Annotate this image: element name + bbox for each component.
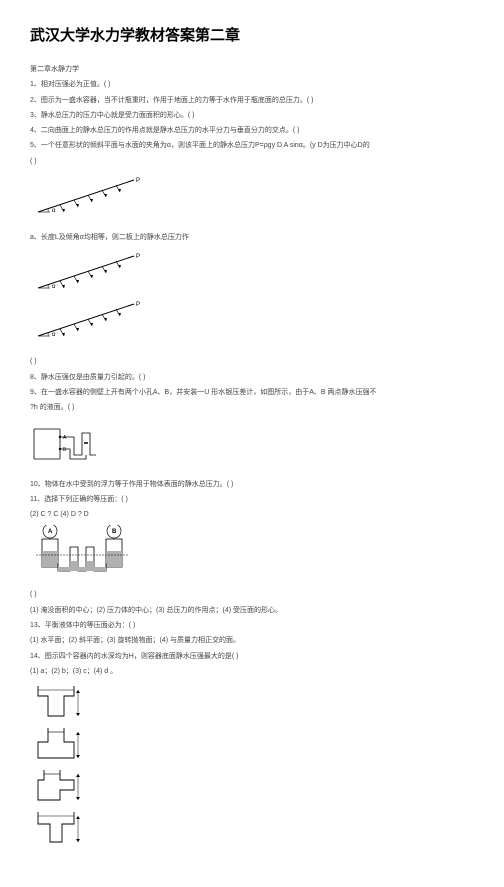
text-line: 5、一个任意形状的倾斜平面与水面的夹角为α，则该平面上的静水总压力P=ρgy D… [30,139,474,152]
text-line: 8、静水压强仅是由质量力引起的。( ) [30,371,474,384]
figure-u-tube: A B [30,419,474,472]
svg-text:α: α [52,332,56,338]
text-line: a、长度L及倾角α均相等，则二板上的静水总压力作 [30,231,474,244]
text-line: 9、在一盛水容器的侧壁上开有两个小孔A、B，并安装一U 形水银压差计，如图所示，… [30,386,474,399]
svg-text:A: A [48,529,53,535]
text-line: 14、图示四个容器内的水深均为H，则容器底面静水压强最大的是( ) [30,650,474,663]
text-line: 10、物体在水中受到的浮力等于作用于物体表面的静水总压力。( ) [30,478,474,491]
svg-text:B: B [63,447,67,453]
text-line: 1、相对压强必为正值。( ) [30,78,474,91]
figure-connected-vessels: A B [30,525,474,582]
svg-text:B: B [112,529,117,535]
figure-four-containers [30,682,474,857]
text-line: 11、选择下列正确的等压面：( ) [30,493,474,506]
text-line: ( ) [30,588,474,601]
text-line: 4、二向曲面上的静水总压力的作用点就是静水总压力的水平分力与垂直分力的交点。( … [30,124,474,137]
svg-text:P: P [136,178,140,184]
text-line: 第二章水静力学 [30,63,474,76]
text-line: ?h 的液面。( ) [30,401,474,414]
figure-inclined-plate-1: α P [30,172,474,225]
text-line: ( ) [30,155,474,168]
svg-text:P: P [136,254,140,260]
text-line: 2、图示为一盛水容器，当不计瓶重时，作用于地面上的力等于水作用于瓶底面的总压力。… [30,94,474,107]
svg-text:α: α [52,284,56,290]
svg-text:P: P [136,302,140,308]
svg-text:A: A [63,435,67,441]
page-title: 武汉大学水力学教材答案第二章 [30,24,474,45]
text-line: 13、平衡液体中的等压面必为：( ) [30,619,474,632]
text-line: (1) a；(2) b；(3) c；(4) d 。 [30,665,474,678]
text-line: (1) 水平面；(2) 斜平面；(3) 旋转抛物面；(4) 与质量力相正交的面。 [30,634,474,647]
text-line: (2) C ? C (4) D ? D [30,508,474,521]
text-line: ( ) [30,355,474,368]
figure-inclined-plate-2: α P α P [30,248,474,349]
text-line: (1) 淹没面积的中心；(2) 压力体的中心；(3) 总压力的作用点；(4) 受… [30,604,474,617]
text-line: 3、静水总压力的压力中心就是受力面面积的形心。( ) [30,109,474,122]
svg-text:α: α [52,208,56,214]
